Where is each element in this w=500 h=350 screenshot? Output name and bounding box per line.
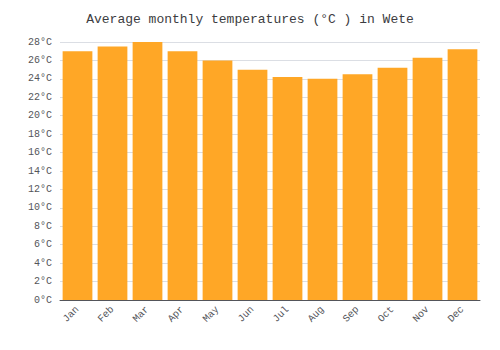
svg-text:10°C: 10°C <box>28 202 52 213</box>
svg-text:Feb: Feb <box>96 304 116 324</box>
svg-text:0°C: 0°C <box>34 295 52 306</box>
svg-text:Sep: Sep <box>341 304 361 324</box>
svg-text:28°C: 28°C <box>28 37 52 48</box>
svg-text:8°C: 8°C <box>34 221 52 232</box>
svg-text:Nov: Nov <box>411 304 431 324</box>
svg-text:Aug: Aug <box>306 304 326 324</box>
svg-text:Apr: Apr <box>166 304 186 324</box>
svg-text:14°C: 14°C <box>28 166 52 177</box>
svg-text:Mar: Mar <box>131 304 151 324</box>
svg-text:26°C: 26°C <box>28 55 52 66</box>
svg-text:Jun: Jun <box>236 304 256 324</box>
svg-text:Average monthly temperatures (: Average monthly temperatures (°C ) in We… <box>86 12 414 27</box>
svg-text:20°C: 20°C <box>28 110 52 121</box>
svg-text:4°C: 4°C <box>34 258 52 269</box>
svg-text:Oct: Oct <box>376 304 396 324</box>
svg-text:16°C: 16°C <box>28 147 52 158</box>
svg-text:24°C: 24°C <box>28 73 52 84</box>
svg-text:6°C: 6°C <box>34 239 52 250</box>
svg-text:Dec: Dec <box>446 304 466 324</box>
svg-text:Jan: Jan <box>61 304 81 324</box>
svg-text:12°C: 12°C <box>28 184 52 195</box>
svg-text:22°C: 22°C <box>28 92 52 103</box>
svg-text:18°C: 18°C <box>28 129 52 140</box>
svg-text:Jul: Jul <box>271 304 291 324</box>
svg-text:May: May <box>201 304 221 324</box>
svg-text:2°C: 2°C <box>34 276 52 287</box>
